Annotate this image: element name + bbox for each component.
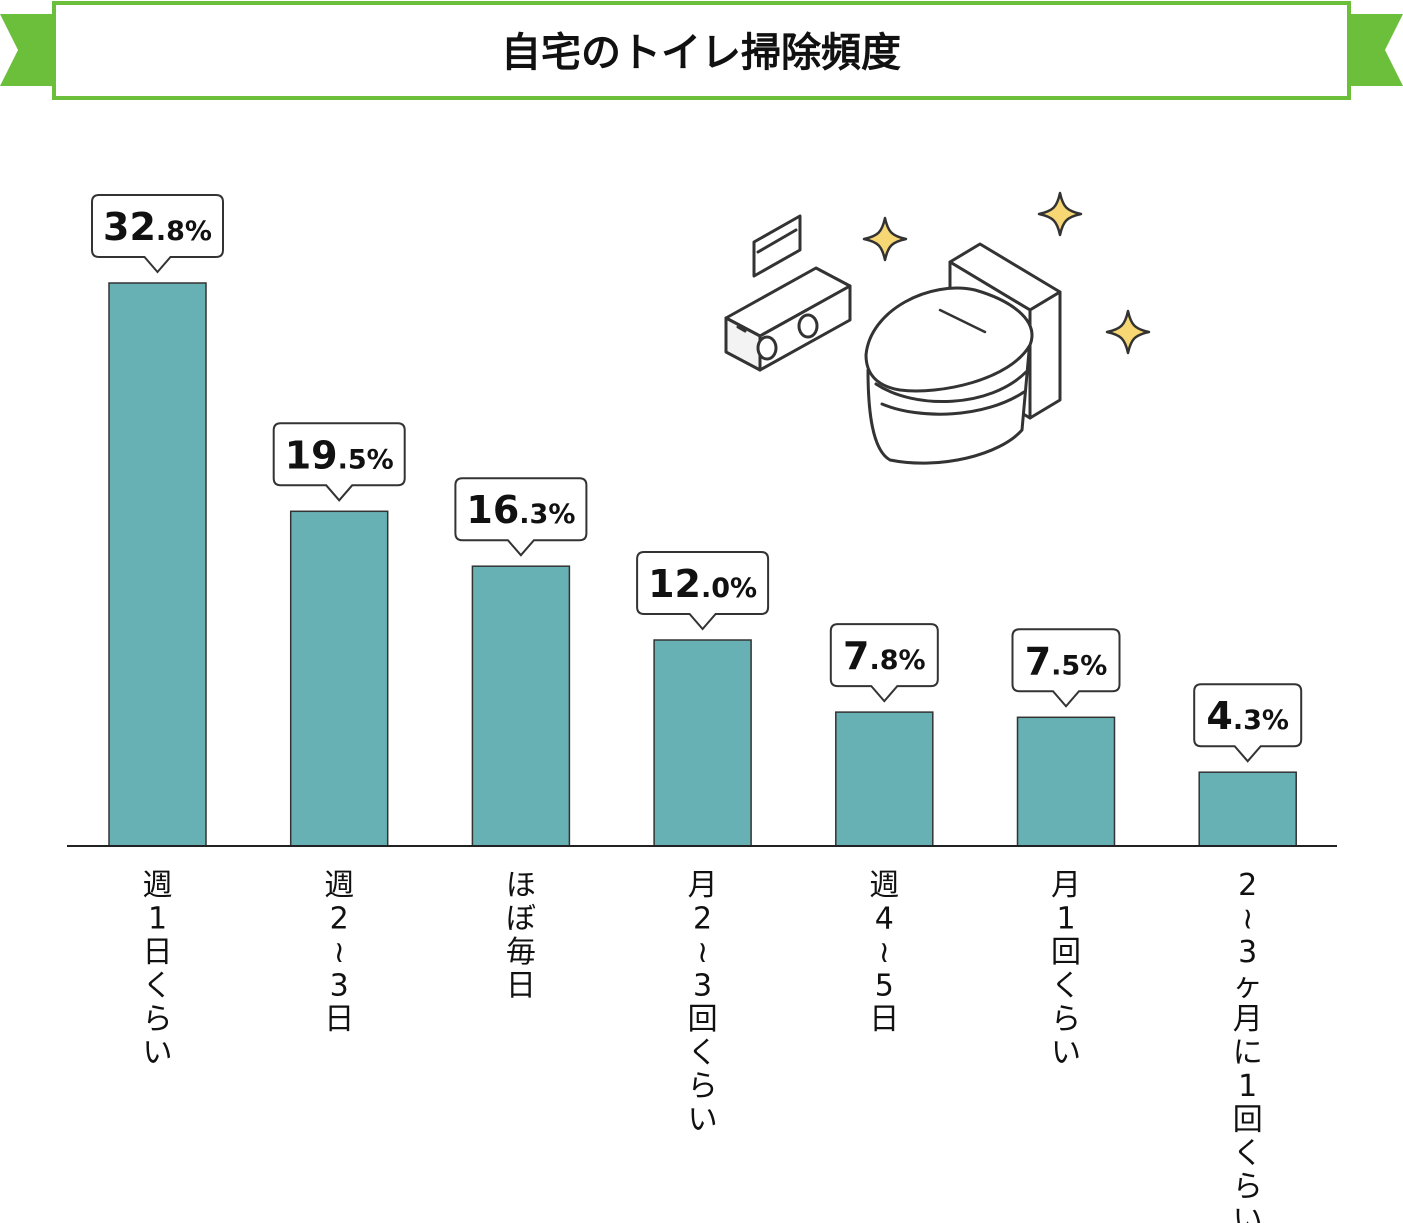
- callout-box: [1193, 683, 1303, 763]
- banner-box: [52, 1, 1351, 100]
- value-labels-layer: 32.8% 19.5% 16.3% 12.0% 7.8% 7.5% 4.3%: [91, 194, 1303, 763]
- value-callout: 4.3%: [1193, 683, 1303, 763]
- bars-layer: [108, 282, 1297, 847]
- banner-ribbon-left: [0, 14, 56, 86]
- category-label: 週 4 ≀ 5 日: [869, 868, 899, 1037]
- chart-title: 自宅のトイレ掃除頻度: [501, 30, 901, 76]
- bar: [835, 711, 934, 847]
- callout-box: [636, 551, 770, 631]
- value-label: 12.0%: [648, 562, 757, 606]
- bar: [653, 639, 752, 847]
- value-callout: 32.8%: [91, 194, 224, 274]
- toilet-illustration: [724, 191, 1151, 465]
- value-callout: 12.0%: [636, 551, 770, 631]
- category-label: 月 1 回くらい: [1051, 868, 1081, 1071]
- callout-box: [91, 194, 224, 274]
- value-label: 7.8%: [843, 634, 926, 678]
- value-label: 32.8%: [103, 205, 212, 249]
- towel-icon: [752, 214, 802, 278]
- sparkle-icon: [862, 191, 1151, 355]
- category-label: ほぼ毎日: [506, 868, 536, 1004]
- callout-box: [1011, 628, 1121, 708]
- value-callout: 16.3%: [454, 477, 588, 557]
- category-label: 2 ≀ 3 ヶ月に 1 回くらい: [1233, 868, 1263, 1223]
- value-label: 16.3%: [466, 488, 575, 532]
- banner-ribbon-right: [1347, 14, 1403, 86]
- bar: [289, 510, 389, 847]
- value-callout: 7.8%: [829, 623, 939, 703]
- toilet-icon: [864, 242, 1062, 465]
- bar: [1198, 771, 1297, 847]
- category-labels-layer: 週 1 日くらい 週 2 ≀ 3 日 ほぼ毎日 月 2 ≀ 3 回くらい 週 4 ≀ 5 日 月 1 回くらい 2 ≀ 3 ヶ月に…: [143, 868, 1263, 1223]
- category-label: 週 2 ≀ 3 日: [324, 868, 354, 1037]
- value-callout: 19.5%: [272, 422, 406, 502]
- value-label: 4.3%: [1206, 694, 1289, 738]
- value-callout: 7.5%: [1011, 628, 1121, 708]
- category-label: 週 1 日くらい: [143, 868, 173, 1071]
- bar: [1016, 716, 1116, 847]
- category-label: 月 2 ≀ 3 回くらい: [688, 868, 718, 1138]
- toilet-paper-holder-icon: [724, 266, 852, 372]
- bar: [471, 565, 571, 847]
- value-label: 7.5%: [1025, 639, 1108, 683]
- callout-box: [454, 477, 588, 557]
- value-label: 19.5%: [285, 433, 394, 477]
- bar: [108, 282, 207, 847]
- callout-box: [272, 422, 406, 502]
- title-banner: 自宅のトイレ掃除頻度: [0, 1, 1403, 100]
- callout-box: [829, 623, 939, 703]
